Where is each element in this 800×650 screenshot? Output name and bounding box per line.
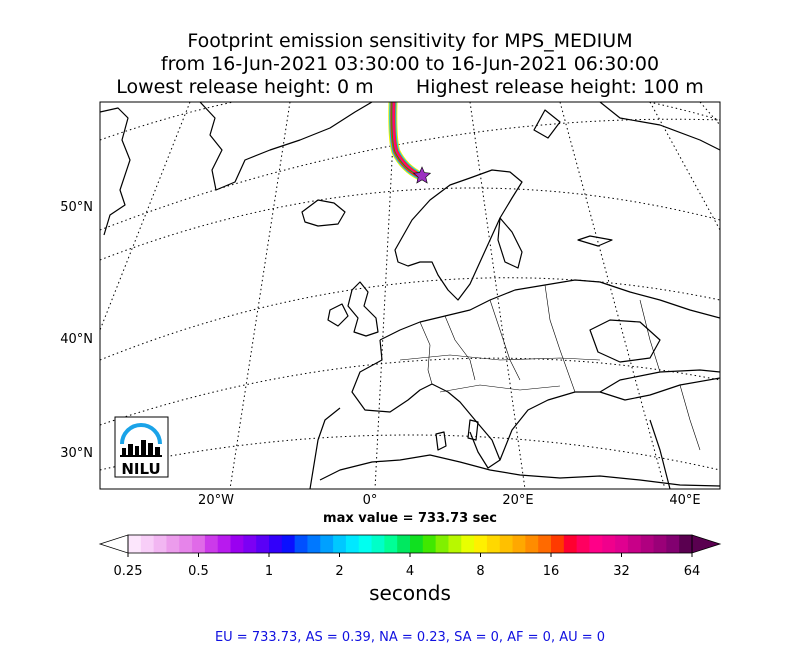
colorbar-cell xyxy=(589,535,603,553)
colorbar-cell xyxy=(307,535,321,553)
lat-label-30n: 30°N xyxy=(60,446,93,461)
colorbar-cell xyxy=(551,535,565,553)
lon-label-0: 0° xyxy=(362,493,378,508)
colorbar-cell xyxy=(243,535,257,553)
colorbar-tick-label: 32 xyxy=(613,564,630,579)
graticule xyxy=(100,102,720,489)
colorbar-cell xyxy=(640,535,655,553)
colorbar-min-extend xyxy=(98,534,129,554)
title-line-3: Lowest release height: 0 m Highest relea… xyxy=(116,76,704,98)
colorbar-tick-label: 2 xyxy=(335,564,344,579)
colorbar-cells xyxy=(128,535,693,553)
colorbar-cell xyxy=(679,535,693,553)
colorbar-tick-label: 1 xyxy=(264,564,274,579)
colorbar-cell xyxy=(410,535,424,553)
colorbar-cell xyxy=(512,535,526,553)
colorbar-cell xyxy=(153,535,167,553)
title-line-2: from 16-Jun-2021 03:30:00 to 16-Jun-2021… xyxy=(160,53,660,75)
colorbar-unit-label: seconds xyxy=(369,581,451,605)
map-frame xyxy=(99,101,721,490)
colorbar-cell xyxy=(204,535,219,553)
colorbar xyxy=(98,534,722,557)
nilu-logo: NILU xyxy=(114,416,169,478)
colorbar-cell xyxy=(448,535,462,553)
colorbar-cell xyxy=(371,535,385,553)
lat-label-40n: 40°N xyxy=(60,332,93,347)
colorbar-cell xyxy=(140,535,155,553)
title-line-1: Footprint emission sensitivity for MPS_M… xyxy=(187,30,633,52)
colorbar-tick-label: 16 xyxy=(542,564,560,579)
colorbar-cell xyxy=(345,535,360,553)
colorbar-tick-label: 0.5 xyxy=(188,564,209,579)
colorbar-cell xyxy=(653,535,667,553)
colorbar-cell xyxy=(166,535,180,553)
colorbar-cell xyxy=(486,535,501,553)
colorbar-cell xyxy=(563,535,578,553)
colorbar-cell xyxy=(384,535,398,553)
colorbar-cell xyxy=(461,535,475,553)
colorbar-cell xyxy=(217,535,232,553)
max-value-label: max value = 733.73 sec xyxy=(323,511,497,526)
nilu-logo-text: NILU xyxy=(121,460,160,478)
colorbar-cell xyxy=(666,535,680,553)
release-site-star-icon xyxy=(412,166,432,184)
colorbar-cell xyxy=(256,535,270,553)
colorbar-cell xyxy=(358,535,373,553)
colorbar-cell xyxy=(435,535,449,553)
colorbar-cell xyxy=(615,535,629,553)
colorbar-tick-label: 8 xyxy=(476,564,485,579)
colorbar-cell xyxy=(192,535,206,553)
colorbar-cell xyxy=(179,535,193,553)
colorbar-cell xyxy=(281,535,296,553)
colorbar-cell xyxy=(422,535,437,553)
colorbar-cell xyxy=(397,535,411,553)
colorbar-cell xyxy=(602,535,616,553)
colorbar-cell xyxy=(499,535,514,553)
colorbar-cell xyxy=(474,535,488,553)
footprint-plume xyxy=(388,102,425,181)
colorbar-tick-label: 4 xyxy=(405,564,415,579)
lat-label-50n: 50°N xyxy=(60,200,93,215)
borders xyxy=(399,284,701,451)
region-stats: EU = 733.73, AS = 0.39, NA = 0.23, SA = … xyxy=(214,630,606,645)
colorbar-cell xyxy=(576,535,590,553)
colorbar-cell xyxy=(230,535,244,553)
lon-label-20w: 20°W xyxy=(198,493,234,508)
colorbar-cell xyxy=(128,535,142,553)
colorbar-cell xyxy=(525,535,539,553)
colorbar-tick-label: 0.25 xyxy=(113,564,143,579)
colorbar-cell xyxy=(538,535,552,553)
colorbar-cell xyxy=(320,535,334,553)
colorbar-tick-label: 64 xyxy=(683,564,701,579)
lon-label-20e: 20°E xyxy=(502,493,534,508)
colorbar-cell xyxy=(627,535,642,553)
colorbar-tick-marks xyxy=(127,553,693,557)
colorbar-max-extend xyxy=(691,534,722,554)
colorbar-cell xyxy=(269,535,283,553)
colorbar-cell xyxy=(294,535,308,553)
colorbar-cell xyxy=(333,535,347,553)
lon-label-40e: 40°E xyxy=(669,493,701,508)
